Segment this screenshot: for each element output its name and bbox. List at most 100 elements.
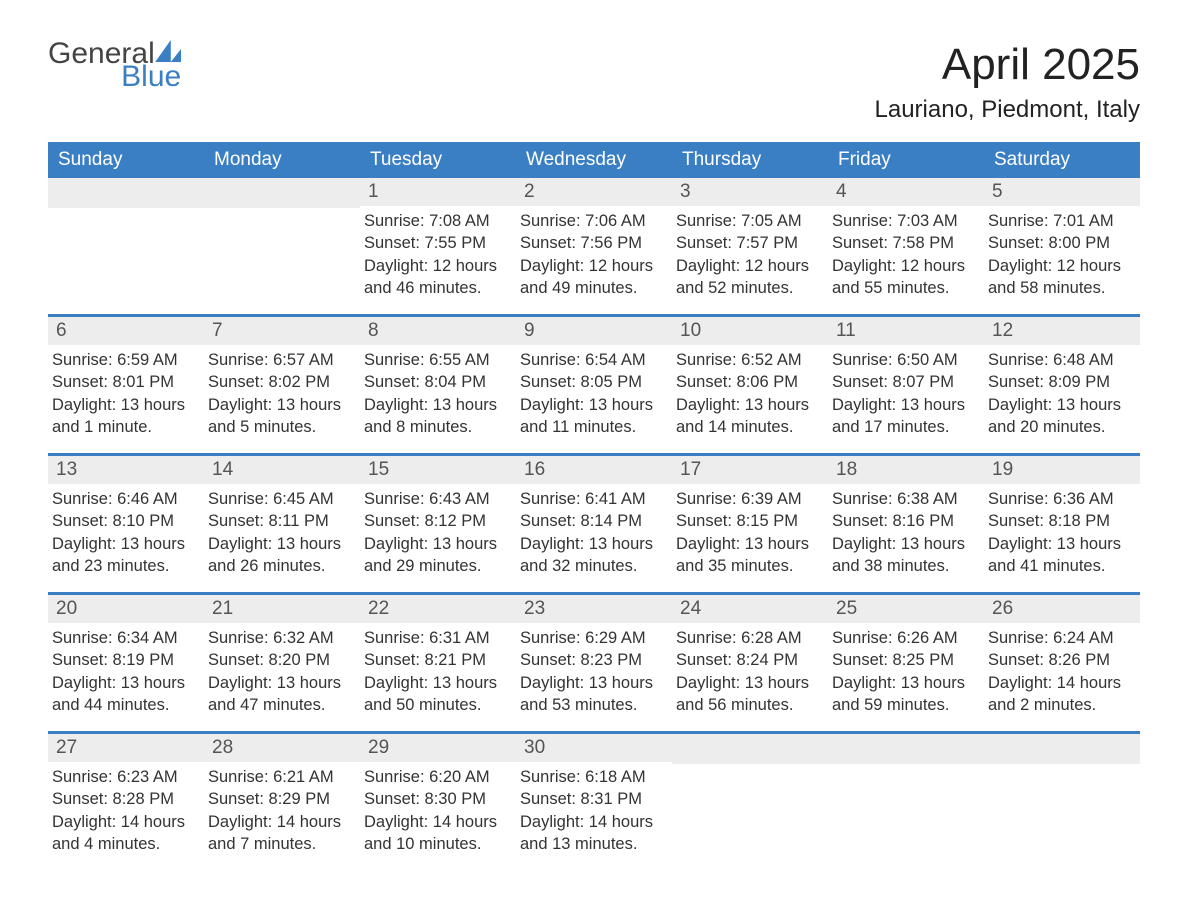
sunset-line: Sunset: 8:04 PM [364,371,510,393]
cell-body: Sunrise: 6:23 AMSunset: 8:28 PMDaylight:… [48,762,204,861]
sunrise-line: Sunrise: 6:36 AM [988,488,1134,510]
sunset-line: Sunset: 8:28 PM [52,788,198,810]
daylight-line: Daylight: 13 hours and 5 minutes. [208,394,354,439]
sunset-line: Sunset: 7:57 PM [676,232,822,254]
sunset-line: Sunset: 8:15 PM [676,510,822,532]
sunset-line: Sunset: 8:25 PM [832,649,978,671]
daylight-line: Daylight: 13 hours and 47 minutes. [208,672,354,717]
cell-body: Sunrise: 7:06 AMSunset: 7:56 PMDaylight:… [516,206,672,305]
date-number: 13 [48,456,204,484]
weekday-header: Thursday [672,142,828,178]
daylight-line: Daylight: 14 hours and 13 minutes. [520,811,666,856]
cell-body: Sunrise: 6:21 AMSunset: 8:29 PMDaylight:… [204,762,360,861]
date-number: 8 [360,317,516,345]
daylight-line: Daylight: 13 hours and 20 minutes. [988,394,1134,439]
sunrise-line: Sunrise: 6:24 AM [988,627,1134,649]
daylight-line: Daylight: 12 hours and 49 minutes. [520,255,666,300]
weekday-header: Sunday [48,142,204,178]
date-number: 18 [828,456,984,484]
date-number: 26 [984,595,1140,623]
date-number: 16 [516,456,672,484]
weekday-header: Friday [828,142,984,178]
calendar-cell: 8Sunrise: 6:55 AMSunset: 8:04 PMDaylight… [360,317,516,445]
cell-body: Sunrise: 6:57 AMSunset: 8:02 PMDaylight:… [204,345,360,444]
sunrise-line: Sunrise: 7:08 AM [364,210,510,232]
sunset-line: Sunset: 8:26 PM [988,649,1134,671]
sunrise-line: Sunrise: 6:55 AM [364,349,510,371]
calendar-cell: 3Sunrise: 7:05 AMSunset: 7:57 PMDaylight… [672,178,828,306]
cell-body: Sunrise: 6:20 AMSunset: 8:30 PMDaylight:… [360,762,516,861]
cell-body: Sunrise: 6:18 AMSunset: 8:31 PMDaylight:… [516,762,672,861]
sunset-line: Sunset: 8:05 PM [520,371,666,393]
sunset-line: Sunset: 8:11 PM [208,510,354,532]
cell-body: Sunrise: 7:01 AMSunset: 8:00 PMDaylight:… [984,206,1140,305]
sunrise-line: Sunrise: 6:46 AM [52,488,198,510]
page-header: General Blue April 2025 Lauriano, Piedmo… [48,40,1140,124]
calendar-cell: 2Sunrise: 7:06 AMSunset: 7:56 PMDaylight… [516,178,672,306]
sunrise-line: Sunrise: 7:01 AM [988,210,1134,232]
daylight-line: Daylight: 13 hours and 17 minutes. [832,394,978,439]
daylight-line: Daylight: 14 hours and 2 minutes. [988,672,1134,717]
calendar-cell [204,178,360,306]
sunrise-line: Sunrise: 6:21 AM [208,766,354,788]
calendar-cell: 15Sunrise: 6:43 AMSunset: 8:12 PMDayligh… [360,456,516,584]
logo-text-2: Blue [121,60,181,93]
sunset-line: Sunset: 8:09 PM [988,371,1134,393]
date-number: 6 [48,317,204,345]
date-number: 28 [204,734,360,762]
date-number: 27 [48,734,204,762]
date-number: 5 [984,178,1140,206]
calendar-cell: 22Sunrise: 6:31 AMSunset: 8:21 PMDayligh… [360,595,516,723]
calendar-cell: 13Sunrise: 6:46 AMSunset: 8:10 PMDayligh… [48,456,204,584]
sunset-line: Sunset: 8:31 PM [520,788,666,810]
sunrise-line: Sunrise: 6:34 AM [52,627,198,649]
sunrise-line: Sunrise: 6:43 AM [364,488,510,510]
sunrise-line: Sunrise: 6:23 AM [52,766,198,788]
cell-body: Sunrise: 7:03 AMSunset: 7:58 PMDaylight:… [828,206,984,305]
calendar-cell: 18Sunrise: 6:38 AMSunset: 8:16 PMDayligh… [828,456,984,584]
calendar-cell: 12Sunrise: 6:48 AMSunset: 8:09 PMDayligh… [984,317,1140,445]
sunrise-line: Sunrise: 7:03 AM [832,210,978,232]
cell-body: Sunrise: 6:29 AMSunset: 8:23 PMDaylight:… [516,623,672,722]
weekday-header: Monday [204,142,360,178]
calendar-cell [48,178,204,306]
date-number: 15 [360,456,516,484]
calendar-cell: 14Sunrise: 6:45 AMSunset: 8:11 PMDayligh… [204,456,360,584]
daylight-line: Daylight: 13 hours and 11 minutes. [520,394,666,439]
sunset-line: Sunset: 8:10 PM [52,510,198,532]
calendar-cell: 30Sunrise: 6:18 AMSunset: 8:31 PMDayligh… [516,734,672,862]
cell-body: Sunrise: 7:08 AMSunset: 7:55 PMDaylight:… [360,206,516,305]
date-number: 23 [516,595,672,623]
date-number: 20 [48,595,204,623]
daylight-line: Daylight: 12 hours and 55 minutes. [832,255,978,300]
calendar-cell: 29Sunrise: 6:20 AMSunset: 8:30 PMDayligh… [360,734,516,862]
date-number: 19 [984,456,1140,484]
calendar-cell: 19Sunrise: 6:36 AMSunset: 8:18 PMDayligh… [984,456,1140,584]
date-number: 11 [828,317,984,345]
sunset-line: Sunset: 8:21 PM [364,649,510,671]
weekday-header: Saturday [984,142,1140,178]
sunrise-line: Sunrise: 6:41 AM [520,488,666,510]
cell-body: Sunrise: 6:54 AMSunset: 8:05 PMDaylight:… [516,345,672,444]
date-number: 22 [360,595,516,623]
cell-body: Sunrise: 6:34 AMSunset: 8:19 PMDaylight:… [48,623,204,722]
calendar-cell: 26 Sunrise: 6:24 AMSunset: 8:26 PMDayligh… [984,595,1140,723]
sunset-line: Sunset: 8:18 PM [988,510,1134,532]
calendar-cell: 1Sunrise: 7:08 AMSunset: 7:55 PMDaylight… [360,178,516,306]
date-number: 4 [828,178,984,206]
date-number: 21 [204,595,360,623]
sunset-line: Sunset: 8:06 PM [676,371,822,393]
date-number: 1 [360,178,516,206]
sunrise-line: Sunrise: 6:20 AM [364,766,510,788]
daylight-line: Daylight: 13 hours and 32 minutes. [520,533,666,578]
daylight-line: Daylight: 12 hours and 58 minutes. [988,255,1134,300]
sunrise-line: Sunrise: 6:32 AM [208,627,354,649]
date-number: 29 [360,734,516,762]
sunset-line: Sunset: 8:07 PM [832,371,978,393]
cell-body: Sunrise: 6:38 AMSunset: 8:16 PMDaylight:… [828,484,984,583]
date-number: 3 [672,178,828,206]
sunrise-line: Sunrise: 6:54 AM [520,349,666,371]
empty-date-strip [828,734,984,764]
daylight-line: Daylight: 13 hours and 35 minutes. [676,533,822,578]
calendar-cell: 9Sunrise: 6:54 AMSunset: 8:05 PMDaylight… [516,317,672,445]
